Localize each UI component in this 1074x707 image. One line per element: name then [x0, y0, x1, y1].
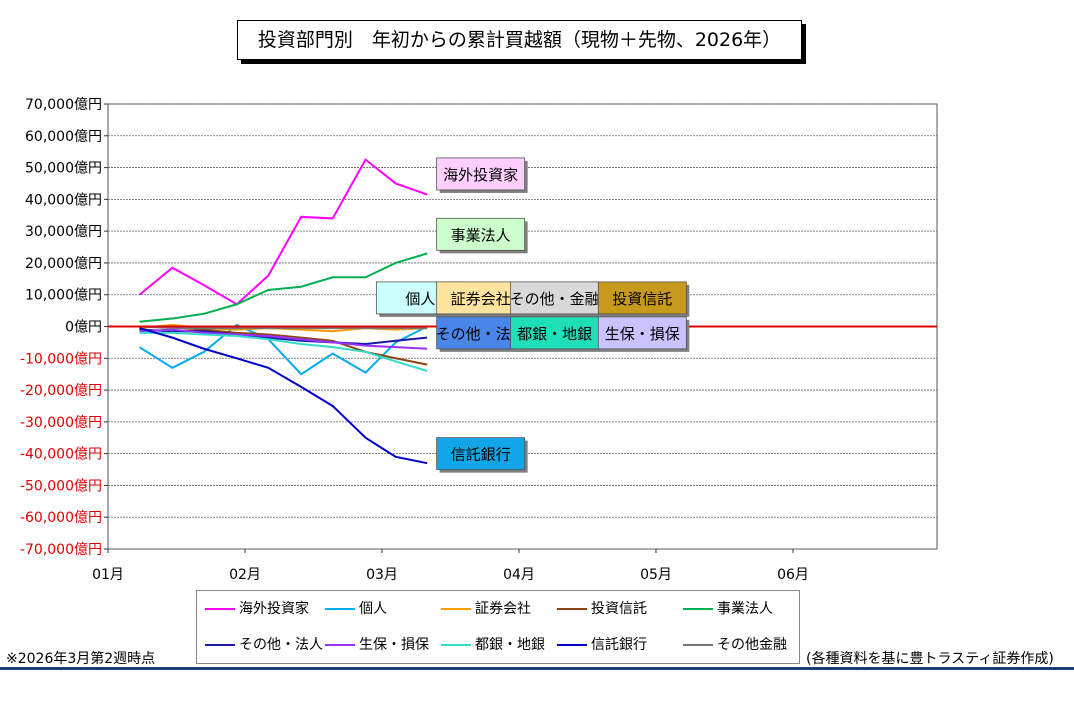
legend-label: 証券会社: [475, 601, 531, 617]
legend-item: その他・法人: [205, 637, 323, 653]
annotation-box: [436, 316, 526, 350]
legend-swatch: [441, 644, 471, 646]
legend-item: 投資信託: [557, 601, 647, 617]
chart-title: 投資部門別 年初からの累計買越額（現物＋先物、2026年）: [237, 20, 802, 60]
legend-item: 事業法人: [683, 601, 773, 617]
legend-swatch: [557, 644, 587, 646]
annotation-label: その他・金融: [510, 290, 600, 308]
x-tick-label: 04月: [503, 567, 535, 583]
legend-label: 信託銀行: [591, 637, 647, 653]
annotation-label: 海外投資家: [443, 166, 518, 184]
series-line: [139, 252, 428, 323]
y-tick-label: 0億円: [65, 320, 102, 336]
y-tick-label: -50,000億円: [20, 478, 102, 494]
y-tick-label: 50,000億円: [25, 161, 102, 177]
annotation-label: 信託銀行: [451, 446, 511, 464]
y-tick-label: 20,000億円: [25, 256, 102, 272]
legend-swatch: [441, 608, 471, 610]
x-tick-label: 01月: [92, 567, 124, 583]
y-tick-label: 30,000億円: [25, 224, 102, 240]
legend-label: 都銀・地銀: [475, 637, 545, 653]
x-tick-label: 06月: [777, 567, 809, 583]
legend-item: 都銀・地銀: [441, 637, 545, 653]
bottom-divider: [0, 667, 1074, 670]
legend-label: その他・法人: [239, 637, 323, 653]
annotation-label: 事業法人: [451, 226, 511, 244]
legend-item: 個人: [325, 601, 387, 617]
series-line: [138, 158, 428, 306]
annotation-box: [510, 316, 600, 350]
legend-item: 信託銀行: [557, 637, 647, 653]
y-tick-label: -30,000億円: [20, 415, 102, 431]
legend-swatch: [205, 644, 235, 646]
annotation-box: [436, 217, 526, 251]
legend-swatch: [683, 608, 713, 610]
y-tick-label: 70,000億円: [25, 97, 102, 113]
legend-label: 投資信託: [591, 601, 647, 617]
legend-swatch: [683, 644, 713, 646]
legend-label: その他金融: [717, 637, 787, 653]
y-tick-label: -40,000億円: [20, 447, 102, 463]
legend-swatch: [325, 608, 355, 610]
annotation-box: [436, 437, 526, 471]
annotation-label: 個人: [405, 290, 435, 308]
legend-item: その他金融: [683, 637, 787, 653]
annotation-label: 証券会社: [451, 290, 511, 308]
y-tick-label: -20,000億円: [20, 383, 102, 399]
y-tick-label: -70,000億円: [20, 542, 102, 558]
annotation-label: その他・法人: [436, 325, 526, 343]
y-tick-label: 10,000億円: [25, 288, 102, 304]
series-line: [139, 328, 428, 350]
annotation-box: [597, 316, 687, 350]
legend-label: 海外投資家: [239, 601, 309, 617]
footnote-date: ※2026年3月第2週時点: [6, 651, 156, 667]
legend-swatch: [205, 608, 235, 610]
annotation-box: [597, 281, 687, 315]
y-tick-label: 40,000億円: [25, 192, 102, 208]
annotation-label: 生保・損保: [605, 325, 680, 343]
y-tick-label: 60,000億円: [25, 129, 102, 145]
annotation-box: [436, 157, 526, 191]
series-line: [139, 331, 428, 372]
legend-label: 個人: [359, 601, 387, 617]
y-tick-label: -60,000億円: [20, 510, 102, 526]
series-line: [139, 325, 428, 330]
x-tick-label: 05月: [640, 567, 672, 583]
legend-item: 海外投資家: [205, 601, 309, 617]
legend-swatch: [325, 644, 355, 646]
series-line: [139, 327, 428, 465]
legend-label: 事業法人: [717, 601, 773, 617]
annotation-label: 投資信託: [612, 290, 672, 308]
legend-item: 生保・損保: [325, 637, 429, 653]
annotation-label: 都銀・地銀: [517, 325, 592, 343]
source-note: (各種資料を基に豊トラスティ証券作成): [806, 651, 1054, 667]
legend-label: 生保・損保: [359, 637, 429, 653]
x-tick-label: 02月: [229, 567, 261, 583]
y-tick-label: -10,000億円: [20, 351, 102, 367]
legend: 海外投資家 個人 証券会社 投資信託 事業法人 その他・法人 生保・損保 都銀・…: [196, 590, 800, 664]
x-tick-label: 03月: [366, 567, 398, 583]
legend-item: 証券会社: [441, 601, 531, 617]
legend-swatch: [557, 608, 587, 610]
annotation-box: [436, 281, 526, 315]
